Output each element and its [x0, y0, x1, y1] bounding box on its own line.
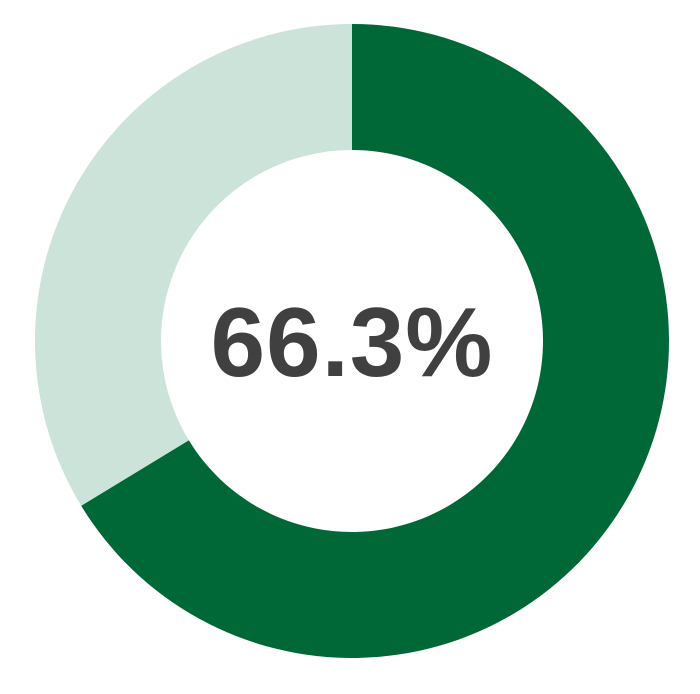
donut-slice-remainder	[35, 24, 352, 506]
donut-slice-value	[81, 24, 670, 659]
